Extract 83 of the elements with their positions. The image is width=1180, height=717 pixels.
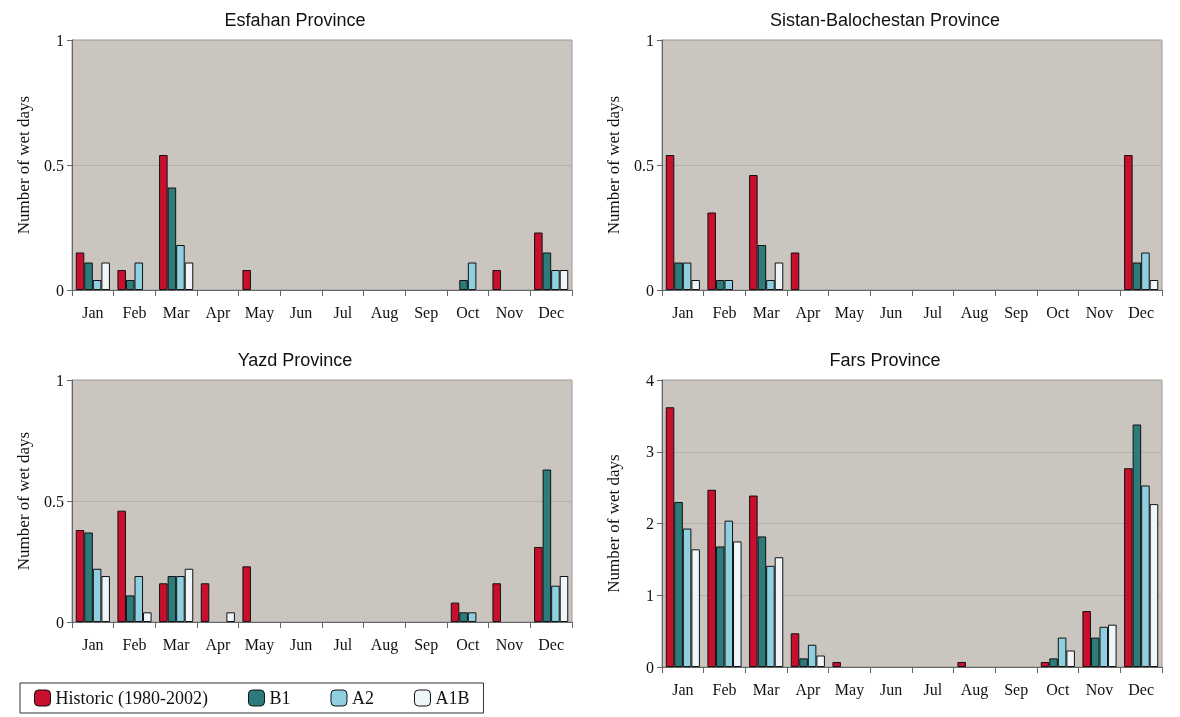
x-tick-label: Jun [880, 303, 903, 321]
bar [832, 661, 841, 667]
x-tick-label: Mar [752, 680, 781, 698]
x-tick-label: Dec [1128, 303, 1155, 321]
x-tick-label: Jan [672, 303, 694, 321]
x-tick-label: Sep [414, 635, 439, 654]
bar [492, 583, 501, 622]
x-tick-label: May [834, 680, 865, 699]
x-tick-label: Jan [82, 303, 104, 321]
chart-title: Fars Province [829, 350, 941, 370]
x-tick-label: Nov [1085, 303, 1114, 321]
x-tick-label: Jan [672, 680, 694, 698]
x-tick-label: Mar [752, 303, 781, 321]
y-tick-label: 0 [646, 658, 654, 676]
x-tick-label: Feb [712, 303, 737, 321]
x-tick-label: Oct [1046, 303, 1070, 321]
legend-label: A2 [351, 688, 374, 708]
x-tick-label: Nov [495, 303, 524, 321]
y-tick-label: 0.5 [44, 492, 64, 510]
bar [226, 612, 235, 622]
x-tick-label: Jul [923, 680, 943, 698]
y-tick-label: 2 [646, 515, 654, 532]
x-tick-label: Oct [1046, 680, 1070, 698]
x-tick-label: Feb [122, 303, 147, 321]
x-tick-label: Dec [538, 303, 565, 321]
y-tick-label: 0 [56, 613, 64, 631]
bar [200, 583, 210, 622]
x-tick-label: Oct [456, 303, 480, 321]
x-tick-label: Aug [960, 680, 989, 699]
bar [790, 252, 800, 290]
legend-label: A1B [435, 688, 470, 708]
x-tick-label: Apr [795, 303, 821, 322]
y-tick-label: 0 [646, 281, 654, 299]
x-tick-label: Mar [162, 635, 191, 653]
x-tick-label: Dec [1128, 680, 1155, 698]
chart-title: Yazd Province [237, 350, 353, 370]
x-tick-label: Sep [1004, 303, 1029, 322]
y-tick-label: 0.5 [634, 156, 654, 174]
x-tick-label: Jul [333, 303, 353, 321]
y-tick-label: 1 [56, 371, 64, 389]
y-axis-title: Number of wet days [604, 95, 623, 235]
x-tick-label: Aug [960, 303, 989, 322]
y-axis-title: Number of wet days [604, 454, 623, 593]
x-tick-label: May [244, 303, 275, 322]
x-tick-label: Sep [1004, 680, 1029, 699]
y-axis-title: Number of wet days [14, 95, 33, 235]
bar [242, 566, 251, 622]
y-tick-label: 4 [646, 371, 654, 389]
x-tick-label: Jun [290, 303, 313, 321]
x-tick-label: Jul [333, 635, 353, 653]
x-tick-label: Aug [370, 635, 399, 654]
x-tick-label: Aug [370, 303, 399, 322]
x-tick-label: Sep [414, 303, 439, 322]
x-tick-label: Jun [880, 680, 903, 698]
y-axis-title: Number of wet days [14, 431, 33, 571]
x-tick-label: Jan [82, 635, 104, 653]
x-tick-label: Apr [795, 680, 821, 699]
x-tick-label: Nov [495, 635, 524, 653]
y-tick-label: 1 [646, 31, 654, 49]
x-tick-label: Feb [712, 680, 737, 698]
bar [242, 270, 251, 290]
legend-label: B1 [269, 688, 291, 708]
x-tick-label: Dec [538, 635, 565, 653]
y-tick-label: 3 [646, 443, 654, 461]
chart-title: Sistan-Balochestan Province [769, 10, 1001, 30]
x-tick-label: Oct [456, 635, 480, 653]
x-tick-label: Feb [122, 635, 147, 653]
chart-title: Esfahan Province [224, 10, 366, 30]
x-tick-label: Nov [1085, 680, 1114, 698]
y-tick-label: 0 [56, 281, 64, 299]
x-tick-label: Jul [923, 303, 943, 321]
x-tick-label: Apr [205, 303, 231, 322]
x-tick-label: Jun [290, 635, 313, 653]
bar [492, 270, 501, 290]
x-tick-label: May [244, 635, 275, 654]
y-tick-label: 1 [56, 31, 64, 49]
x-tick-label: Mar [162, 303, 191, 321]
y-tick-label: 0.5 [44, 156, 64, 174]
y-tick-label: 1 [646, 586, 654, 604]
x-tick-label: Apr [205, 635, 231, 654]
legend-label: Historic (1980-2002) [55, 688, 208, 709]
x-tick-label: May [834, 303, 865, 322]
bar [957, 661, 966, 667]
